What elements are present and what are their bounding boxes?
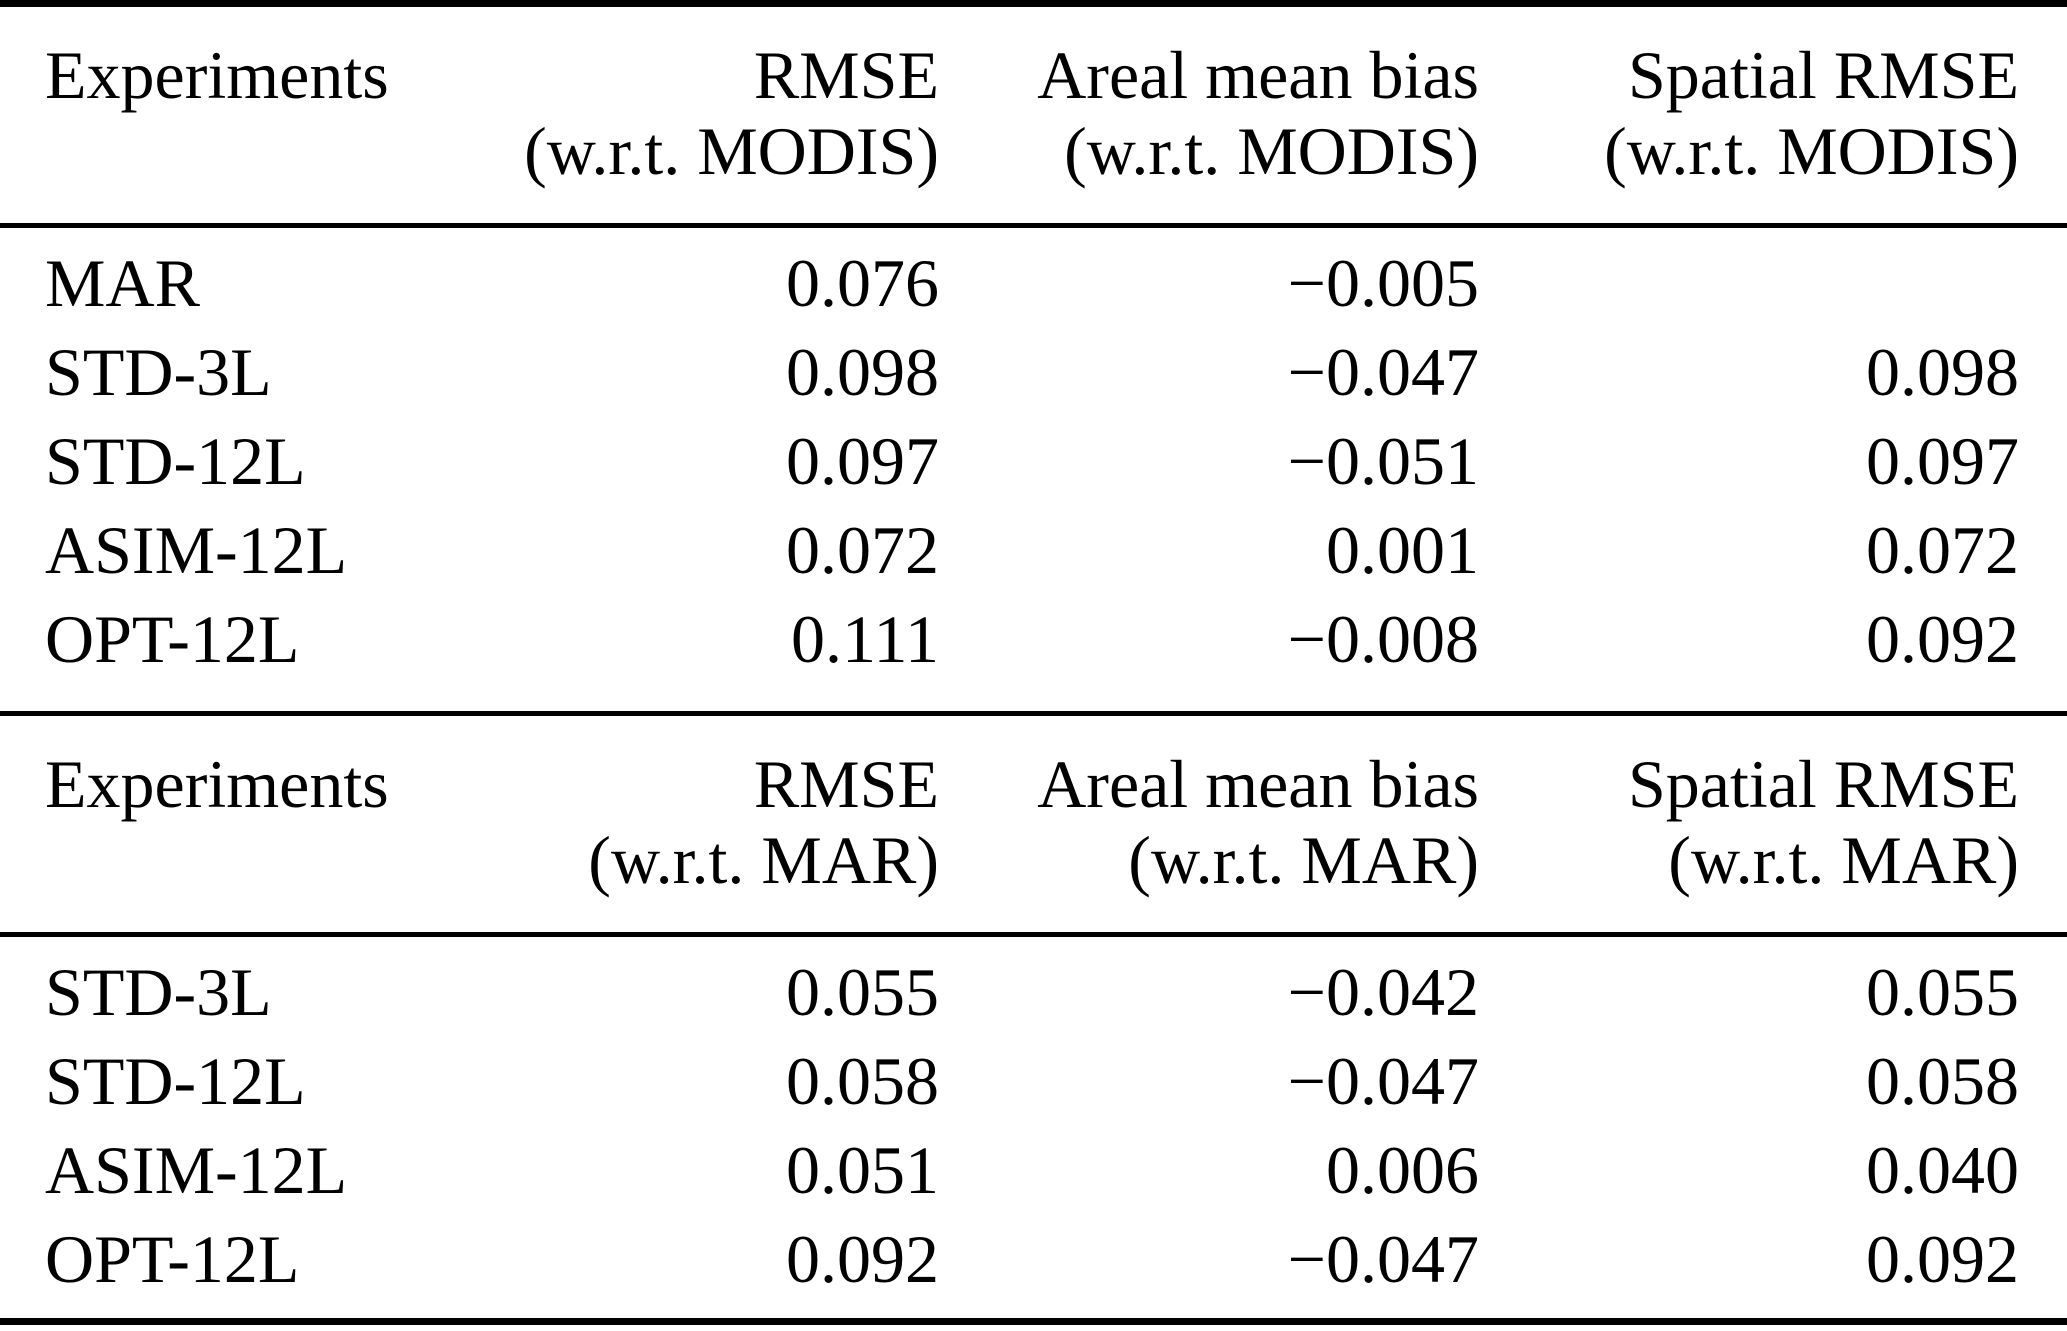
- table-row: ASIM-12L 0.072 0.001 0.072: [0, 506, 2067, 595]
- spatial-rmse-cell: 0.098: [1866, 334, 2019, 410]
- experiment-cell: STD-12L: [45, 1043, 306, 1119]
- rmse-cell: 0.072: [786, 512, 939, 588]
- header-row-mar: Experiments RMSE (w.r.t. MAR) Areal mean…: [0, 716, 2067, 937]
- col-header-line1: Spatial RMSE: [1627, 37, 2019, 113]
- table-row: STD-3L 0.098 −0.047 0.098: [0, 328, 2067, 417]
- col-header-line2: (w.r.t. MAR): [588, 822, 939, 898]
- col-header-rmse: RMSE (w.r.t. MODIS): [500, 7, 940, 228]
- experiment-cell: OPT-12L: [45, 1221, 300, 1297]
- table-row: STD-3L 0.055 −0.042 0.055: [0, 935, 2067, 1038]
- areal-mean-bias-cell: 0.006: [1326, 1132, 1479, 1208]
- rmse-cell: 0.092: [786, 1221, 939, 1297]
- header-row-modis: Experiments RMSE (w.r.t. MODIS) Areal me…: [0, 7, 2067, 228]
- results-table-wrt-mar: Experiments RMSE (w.r.t. MAR) Areal mean…: [0, 716, 2067, 1331]
- col-header-line1: Spatial RMSE: [1627, 746, 2019, 822]
- col-header-spatial-rmse: Spatial RMSE (w.r.t. MAR): [1480, 716, 2067, 937]
- areal-mean-bias-cell: −0.047: [1287, 334, 1479, 410]
- spatial-rmse-cell: 0.040: [1866, 1132, 2019, 1208]
- col-header-rmse: RMSE (w.r.t. MAR): [500, 716, 940, 937]
- col-header-line1: Experiments: [45, 37, 389, 113]
- spatial-rmse-cell: 0.092: [1866, 601, 2019, 677]
- spatial-rmse-cell: 0.072: [1866, 512, 2019, 588]
- col-header-experiments: Experiments: [0, 716, 500, 937]
- rmse-cell: 0.097: [786, 423, 939, 499]
- areal-mean-bias-cell: −0.047: [1287, 1043, 1479, 1119]
- experiment-cell: MAR: [45, 245, 200, 321]
- rmse-cell: 0.111: [791, 601, 939, 677]
- table-row: OPT-12L 0.111 −0.008 0.092: [0, 595, 2067, 714]
- spatial-rmse-cell: 0.055: [1866, 954, 2019, 1030]
- areal-mean-bias-cell: −0.008: [1287, 601, 1479, 677]
- col-header-areal-mean-bias: Areal mean bias (w.r.t. MAR): [940, 716, 1480, 937]
- areal-mean-bias-cell: −0.051: [1287, 423, 1479, 499]
- rmse-cell: 0.098: [786, 334, 939, 410]
- col-header-line1: RMSE: [753, 37, 939, 113]
- col-header-line2: (w.r.t. MODIS): [524, 113, 939, 189]
- experiment-cell: STD-3L: [45, 334, 272, 410]
- col-header-line1: Areal mean bias: [1037, 37, 1479, 113]
- col-header-line2: [45, 113, 499, 189]
- col-header-line2: (w.r.t. MAR): [1668, 822, 2019, 898]
- experiment-cell: ASIM-12L: [45, 1132, 348, 1208]
- col-header-line1: Experiments: [45, 746, 389, 822]
- table-row: MAR 0.076 −0.005: [0, 226, 2067, 329]
- col-header-line2: (w.r.t. MAR): [1128, 822, 1479, 898]
- spatial-rmse-cell: 0.058: [1866, 1043, 2019, 1119]
- rmse-cell: 0.051: [786, 1132, 939, 1208]
- results-table-wrt-modis: Experiments RMSE (w.r.t. MODIS) Areal me…: [0, 7, 2067, 716]
- col-header-areal-mean-bias: Areal mean bias (w.r.t. MODIS): [940, 7, 1480, 228]
- experiment-cell: OPT-12L: [45, 601, 300, 677]
- col-header-experiments: Experiments: [0, 7, 500, 228]
- experiment-cell: ASIM-12L: [45, 512, 348, 588]
- table-row: OPT-12L 0.092 −0.047 0.092: [0, 1215, 2067, 1331]
- experiment-cell: STD-3L: [45, 954, 272, 1030]
- col-header-line2: (w.r.t. MODIS): [1064, 113, 1479, 189]
- areal-mean-bias-cell: 0.001: [1326, 512, 1479, 588]
- areal-mean-bias-cell: −0.047: [1287, 1221, 1479, 1297]
- table-row: STD-12L 0.058 −0.047 0.058: [0, 1037, 2067, 1126]
- spatial-rmse-cell: 0.092: [1866, 1221, 2019, 1297]
- col-header-line1: Areal mean bias: [1037, 746, 1479, 822]
- col-header-line2: [45, 822, 499, 898]
- table-row: ASIM-12L 0.051 0.006 0.040: [0, 1126, 2067, 1215]
- spatial-rmse-cell: [1480, 226, 2067, 329]
- col-header-spatial-rmse: Spatial RMSE (w.r.t. MODIS): [1480, 7, 2067, 228]
- col-header-line2: (w.r.t. MODIS): [1604, 113, 2019, 189]
- table-row: STD-12L 0.097 −0.051 0.097: [0, 417, 2067, 506]
- areal-mean-bias-cell: −0.005: [1287, 245, 1479, 321]
- rmse-cell: 0.076: [786, 245, 939, 321]
- spatial-rmse-cell: 0.097: [1866, 423, 2019, 499]
- areal-mean-bias-cell: −0.042: [1287, 954, 1479, 1030]
- experiment-cell: STD-12L: [45, 423, 306, 499]
- col-header-line1: RMSE: [753, 746, 939, 822]
- rmse-cell: 0.058: [786, 1043, 939, 1119]
- rmse-cell: 0.055: [786, 954, 939, 1030]
